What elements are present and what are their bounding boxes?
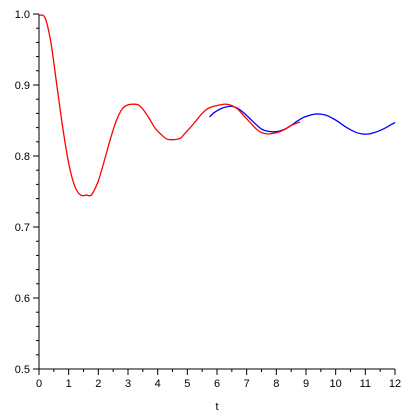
series-line-blue xyxy=(209,105,396,135)
x-tick-label: 5 xyxy=(184,378,190,390)
x-tick-label: 10 xyxy=(330,378,342,390)
y-tick-label: 0.7 xyxy=(15,222,30,234)
x-tick-label: 4 xyxy=(155,378,161,390)
axes: 0 1 2 3 4 5 6 7 8 9 10 11 120.50.60.70.80.91.0 xyxy=(15,9,401,390)
x-tick-label: 1 xyxy=(66,378,72,390)
y-tick-label: 0.8 xyxy=(15,151,30,163)
x-tick-label: 2 xyxy=(95,378,101,390)
x-axis-label: t xyxy=(215,401,218,413)
x-tick-label: 8 xyxy=(273,378,279,390)
y-tick-label: 0.6 xyxy=(15,293,30,305)
x-tick-label: 6 xyxy=(214,378,220,390)
y-tick-label: 0.5 xyxy=(15,364,30,376)
x-tick-label: 9 xyxy=(303,378,309,390)
x-tick-label: 11 xyxy=(360,378,371,390)
x-tick-label: 7 xyxy=(244,378,250,390)
x-tick-label: 12 xyxy=(389,378,401,390)
y-tick-label: 0.9 xyxy=(15,80,30,92)
series-line-red xyxy=(38,14,301,197)
y-tick-label: 1.0 xyxy=(15,9,30,21)
x-tick-label: 0 xyxy=(36,378,42,390)
series-layer xyxy=(38,14,396,197)
x-tick-label: 3 xyxy=(125,378,131,390)
